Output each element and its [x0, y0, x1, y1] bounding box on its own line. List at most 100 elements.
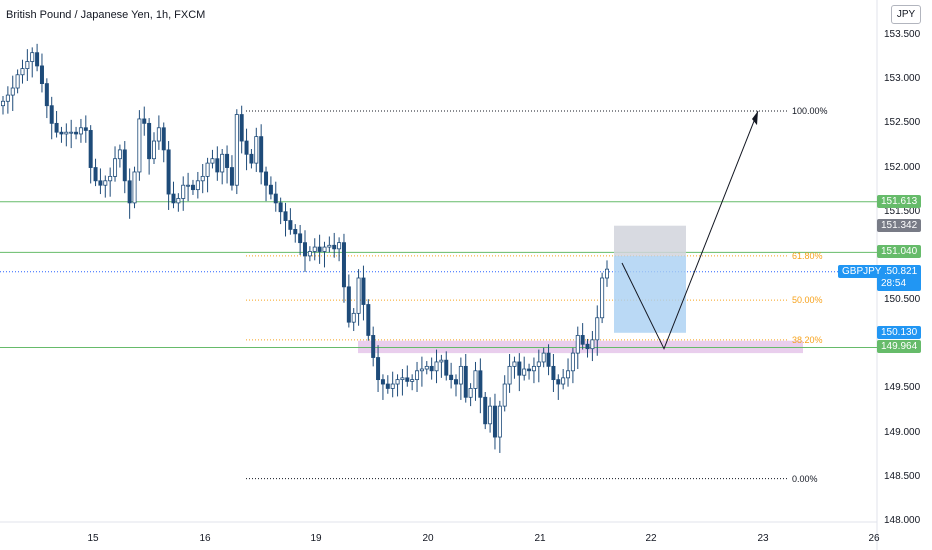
candle-body	[288, 220, 293, 230]
candle-body	[356, 277, 361, 314]
candle-body	[488, 405, 493, 425]
candle-body	[229, 167, 234, 186]
candle-body	[0, 100, 6, 107]
candle-body	[497, 405, 502, 438]
price-axis-label: 152.000	[884, 161, 921, 173]
candle-body	[600, 277, 605, 319]
candle-body	[346, 286, 351, 323]
candle-body	[444, 359, 449, 376]
candle-body	[453, 379, 458, 385]
currency-button[interactable]: JPY	[891, 5, 921, 24]
candle-body	[561, 377, 566, 385]
candle-body	[103, 180, 108, 186]
candle-body	[337, 242, 342, 250]
candle-body	[395, 379, 400, 385]
candle-body	[434, 361, 439, 372]
candle-body	[142, 118, 147, 124]
candle-body	[541, 352, 546, 363]
candle-body	[244, 140, 249, 155]
price-tag: 151.613	[877, 194, 922, 208]
candle-body	[458, 365, 463, 385]
candle-body	[429, 365, 434, 372]
candle-body	[366, 304, 371, 336]
candle-body	[522, 368, 527, 376]
candle-body	[249, 153, 254, 164]
candle-body	[181, 184, 186, 199]
candle-body	[259, 136, 264, 173]
price-axis-label: 149.000	[884, 426, 921, 438]
candle-body	[570, 352, 575, 372]
candle-body	[15, 74, 20, 89]
candle-body	[351, 312, 356, 323]
candle-body	[527, 368, 532, 372]
candle-body	[463, 365, 468, 398]
candle-body	[200, 175, 205, 182]
projection-arrowhead	[752, 110, 758, 126]
price-axis-label: 148.500	[884, 470, 921, 482]
candle-body	[556, 379, 561, 385]
candle-body	[225, 153, 230, 168]
candle-body	[312, 246, 317, 252]
candle-body	[137, 118, 142, 173]
candle-body	[468, 388, 473, 398]
candle-body	[507, 365, 512, 385]
candle-body	[283, 211, 288, 221]
price-axis-label: 152.500	[884, 117, 921, 129]
time-axis-label: 15	[87, 533, 99, 544]
price-axis-label: 149.500	[884, 382, 921, 394]
candle-body	[132, 171, 137, 204]
time-axis-label: 19	[310, 533, 322, 544]
candle-body	[59, 131, 64, 135]
candle-body	[322, 246, 327, 252]
candle-body	[439, 359, 444, 363]
candle-body	[419, 368, 424, 372]
candle-body	[546, 352, 551, 367]
candle-body	[512, 361, 517, 367]
candle-body	[64, 131, 69, 135]
price-tag: 149.964	[877, 340, 922, 354]
candle-body	[278, 202, 283, 213]
candle-body	[234, 114, 239, 186]
candle-body	[341, 242, 346, 288]
candle-body	[25, 61, 30, 69]
price-axis-label: 151.500	[884, 205, 921, 217]
time-axis-label: 26	[868, 533, 880, 544]
fib-level-label: 0.00%	[792, 473, 818, 484]
candle-body	[98, 180, 103, 186]
candle-body	[595, 317, 600, 341]
candle-body	[478, 370, 483, 398]
candle-body	[161, 127, 166, 151]
candle-body	[20, 68, 25, 76]
candle-body	[327, 244, 332, 248]
chart-title: British Pound / Japanese Yen, 1h, FXCM	[6, 9, 206, 21]
candle-body	[69, 131, 74, 134]
price-axis-label: 153.500	[884, 29, 921, 40]
candle-body	[302, 242, 307, 257]
price-axis-label: 153.000	[884, 73, 921, 85]
time-axis-label: 16	[199, 533, 211, 544]
candle-body	[332, 244, 337, 250]
fib-level-label: 50.00%	[792, 295, 823, 306]
candle-body	[575, 335, 580, 354]
candle-body	[54, 122, 59, 133]
candle-body	[390, 383, 395, 389]
candle-body	[215, 158, 220, 173]
candle-body	[483, 396, 488, 425]
candle-body	[176, 198, 181, 204]
projection-path	[621, 110, 759, 350]
price-tag: 150.130	[877, 325, 922, 339]
fib-level-label: 61.80%	[792, 250, 823, 261]
candle-body	[166, 149, 171, 195]
candle-body	[605, 268, 610, 279]
countdown-label: 28:54	[881, 277, 907, 289]
candle-body	[449, 374, 454, 381]
candle-body	[30, 52, 35, 62]
time-axis-label: 22	[645, 533, 657, 544]
candle-body	[585, 343, 590, 350]
candle-body	[10, 87, 15, 96]
candle-body	[171, 193, 176, 204]
candle-body	[415, 370, 420, 381]
stop-loss-zone	[614, 225, 686, 256]
candle-body	[410, 379, 415, 382]
